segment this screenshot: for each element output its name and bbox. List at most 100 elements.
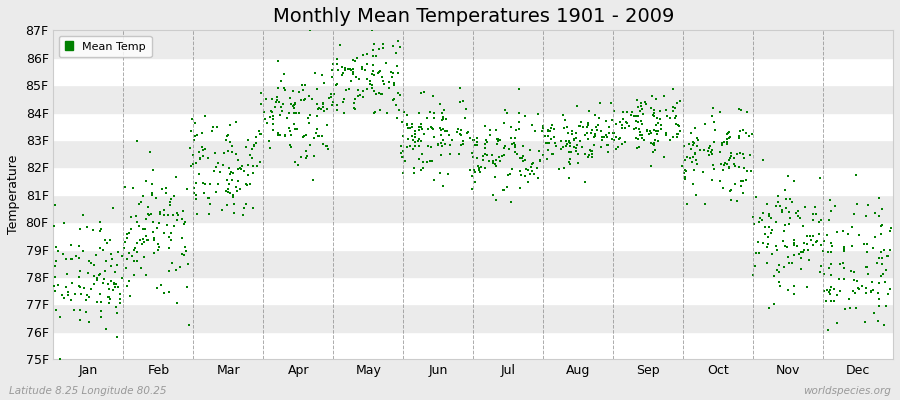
Point bbox=[307, 153, 321, 160]
Point bbox=[512, 110, 526, 117]
Point bbox=[486, 158, 500, 164]
Point bbox=[581, 152, 596, 158]
Point bbox=[433, 101, 447, 108]
Point bbox=[518, 157, 532, 164]
Point bbox=[527, 128, 542, 135]
Point bbox=[620, 109, 634, 116]
Point bbox=[109, 304, 123, 310]
Point bbox=[123, 214, 138, 220]
Point bbox=[713, 178, 727, 184]
Point bbox=[320, 143, 334, 149]
Point bbox=[689, 143, 704, 149]
Point bbox=[107, 280, 122, 286]
Point bbox=[111, 284, 125, 290]
Point bbox=[366, 88, 381, 94]
Point bbox=[706, 119, 721, 126]
Point bbox=[400, 122, 415, 128]
Point bbox=[814, 263, 828, 269]
Point bbox=[253, 131, 267, 137]
Point bbox=[611, 136, 625, 142]
Point bbox=[770, 192, 785, 199]
Point bbox=[724, 155, 738, 161]
Point bbox=[672, 98, 687, 104]
Point bbox=[437, 141, 452, 147]
Point bbox=[151, 241, 166, 248]
Point bbox=[816, 288, 831, 294]
Text: Latitude 8.25 Longitude 80.25: Latitude 8.25 Longitude 80.25 bbox=[9, 386, 166, 396]
Point bbox=[706, 166, 721, 172]
Point bbox=[210, 123, 224, 130]
Point bbox=[408, 139, 422, 146]
Point bbox=[202, 195, 217, 201]
Point bbox=[49, 257, 63, 264]
Point bbox=[308, 70, 322, 77]
Point bbox=[108, 284, 122, 290]
Point bbox=[376, 44, 391, 51]
Point bbox=[644, 130, 658, 136]
Point bbox=[367, 110, 382, 116]
Point bbox=[581, 122, 596, 128]
Point bbox=[705, 177, 719, 183]
Point bbox=[562, 149, 576, 156]
Point bbox=[338, 66, 353, 73]
Point bbox=[589, 124, 603, 130]
Point bbox=[743, 168, 758, 174]
Point bbox=[390, 63, 404, 70]
Point bbox=[320, 122, 334, 129]
Point bbox=[659, 107, 673, 113]
Point bbox=[127, 246, 141, 253]
Point bbox=[574, 144, 589, 150]
Point bbox=[821, 249, 835, 256]
Point bbox=[687, 140, 701, 146]
Point bbox=[787, 290, 801, 297]
Point bbox=[649, 96, 663, 102]
Point bbox=[445, 137, 459, 143]
Point bbox=[733, 150, 747, 156]
Point bbox=[408, 134, 422, 141]
Point bbox=[685, 158, 699, 165]
Point bbox=[181, 260, 195, 267]
Point bbox=[496, 187, 510, 193]
Point bbox=[581, 135, 596, 142]
Point bbox=[240, 171, 255, 178]
Point bbox=[764, 230, 778, 236]
Point bbox=[56, 251, 70, 257]
Point bbox=[698, 121, 713, 128]
Point bbox=[220, 148, 235, 154]
Point bbox=[268, 99, 283, 106]
Point bbox=[364, 71, 379, 78]
Point bbox=[302, 120, 316, 126]
Point bbox=[715, 142, 729, 148]
Point bbox=[382, 79, 397, 86]
Point bbox=[442, 132, 456, 138]
Point bbox=[561, 130, 575, 136]
Point bbox=[814, 242, 828, 248]
Point bbox=[736, 190, 751, 196]
Point bbox=[850, 278, 864, 284]
Point bbox=[593, 100, 608, 106]
Point bbox=[122, 250, 136, 256]
Point bbox=[146, 167, 160, 174]
Point bbox=[533, 158, 547, 164]
Point bbox=[391, 90, 405, 96]
Bar bbox=[53, 85, 893, 112]
Point bbox=[635, 132, 650, 139]
Point bbox=[837, 265, 851, 271]
Point bbox=[338, 87, 353, 94]
Point bbox=[117, 245, 131, 251]
Point bbox=[775, 209, 789, 216]
Point bbox=[414, 138, 428, 144]
Point bbox=[859, 264, 873, 270]
Point bbox=[669, 112, 683, 119]
Point bbox=[443, 142, 457, 148]
Point bbox=[323, 91, 338, 98]
Point bbox=[303, 142, 318, 148]
Point bbox=[871, 302, 886, 309]
Point bbox=[393, 44, 408, 50]
Point bbox=[875, 206, 889, 212]
Point bbox=[61, 289, 76, 296]
Point bbox=[634, 121, 649, 127]
Point bbox=[733, 128, 747, 134]
Point bbox=[121, 235, 135, 241]
Point bbox=[507, 140, 521, 147]
